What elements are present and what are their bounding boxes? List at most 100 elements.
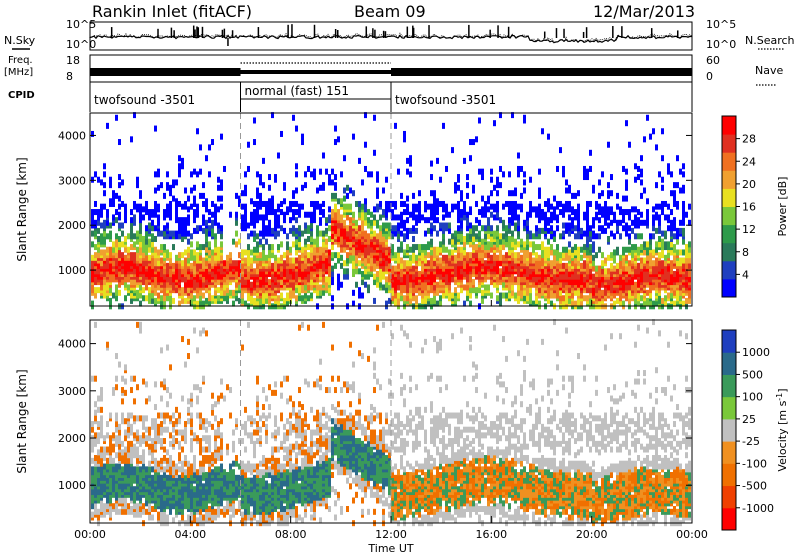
power-panel-cell <box>682 171 685 178</box>
power-panel-cell <box>682 238 685 245</box>
power-panel-cell <box>310 235 313 242</box>
power-panel-cell <box>601 268 604 275</box>
power-panel-cell <box>271 203 274 210</box>
power-panel-cell <box>646 254 649 261</box>
power-panel-cell <box>193 295 196 302</box>
power-panel-cell <box>325 281 328 288</box>
power-panel-cell <box>550 268 553 275</box>
power-panel-cell <box>616 219 619 226</box>
power-panel-cell <box>277 214 280 221</box>
power-panel-cell <box>370 257 373 264</box>
power-panel-cell <box>346 214 349 221</box>
power-panel-cell <box>541 209 544 216</box>
power-panel-cell <box>409 254 412 261</box>
power-panel-cell <box>121 200 124 207</box>
power-panel-cell <box>271 112 274 119</box>
power-panel-cell <box>220 233 223 240</box>
power-panel-cell <box>463 214 466 221</box>
power-panel-cell <box>445 287 448 294</box>
power-panel-cell <box>178 168 181 175</box>
power-panel-cell <box>409 155 412 162</box>
power-panel-cell <box>376 254 379 261</box>
power-panel-cell <box>157 249 160 256</box>
power-panel-cell <box>175 268 178 275</box>
power-panel-cell <box>307 265 310 272</box>
power-panel-cell <box>178 217 181 224</box>
power-panel-cell <box>166 262 169 269</box>
power-panel-cell <box>301 252 304 259</box>
power-panel-cell <box>304 171 307 178</box>
power-panel-cell <box>649 252 652 259</box>
power-panel-cell <box>508 235 511 242</box>
power-panel-cell <box>142 246 145 253</box>
power-panel-cell <box>682 249 685 256</box>
power-panel-cell <box>460 268 463 275</box>
power-panel-cell <box>115 114 118 121</box>
power-panel-cell <box>277 257 280 264</box>
power-panel-cell <box>412 252 415 259</box>
power-panel-cell <box>244 225 247 232</box>
power-panel-cell <box>490 225 493 232</box>
power-panel-cell <box>328 225 331 232</box>
power-panel-cell <box>616 192 619 199</box>
power-panel-cell <box>571 217 574 224</box>
power-panel-cell <box>118 139 121 146</box>
velocity-panel-cell <box>124 457 127 464</box>
power-panel-cell <box>367 222 370 229</box>
power-panel-cell <box>481 174 484 181</box>
power-panel-cell <box>262 244 265 251</box>
power-panel-cell <box>598 192 601 199</box>
power-panel-cell <box>622 225 625 232</box>
velocity-panel-cell <box>94 491 97 498</box>
power-panel-cell <box>457 292 460 299</box>
power-panel-cell <box>439 279 442 286</box>
velocity-panel-cell <box>106 463 109 470</box>
power-panel-cell <box>148 227 151 234</box>
power-panel-cell <box>202 244 205 251</box>
power-panel-cell <box>187 214 190 221</box>
power-panel-cell <box>109 297 112 304</box>
power-panel-cell <box>493 281 496 288</box>
power-panel-cell <box>403 209 406 216</box>
power-panel-cell <box>601 225 604 232</box>
power-panel-cell <box>139 203 142 210</box>
power-panel-cell <box>268 209 271 216</box>
power-panel-cell <box>211 295 214 302</box>
velocity-panel-cell <box>115 452 118 459</box>
power-panel-cell <box>406 260 409 267</box>
power-panel-cell <box>526 225 529 232</box>
power-panel-cell <box>466 182 469 189</box>
velocity-panel-cell <box>97 449 100 456</box>
power-panel-cell <box>364 141 367 148</box>
power-panel-cell <box>481 297 484 304</box>
power-panel-cell <box>535 230 538 237</box>
power-panel-cell <box>424 206 427 213</box>
power-panel-cell <box>196 203 199 210</box>
power-panel-cell <box>118 182 121 189</box>
power-panel-cell <box>478 219 481 226</box>
power-panel-cell <box>250 281 253 288</box>
power-panel-cell <box>412 235 415 242</box>
power-panel-cell <box>373 206 376 213</box>
velocity-panel-cell <box>133 398 136 405</box>
power-panel-cell <box>157 184 160 191</box>
power-panel-cell <box>256 192 259 199</box>
power-panel-cell <box>298 225 301 232</box>
power-panel-cell <box>589 235 592 242</box>
power-panel-cell <box>139 227 142 234</box>
cpid-segment-label: twofsound -3501 <box>94 93 195 107</box>
power-panel-cell <box>103 203 106 210</box>
power-panel-cell <box>454 203 457 210</box>
power-panel-cell <box>517 152 520 159</box>
power-panel-cell <box>256 287 259 294</box>
power-panel-cell <box>511 241 514 248</box>
power-panel-cell <box>646 289 649 296</box>
power-panel-cell <box>460 252 463 259</box>
power-panel-cell <box>517 219 520 226</box>
power-panel-cell <box>187 257 190 264</box>
power-panel-cell <box>367 284 370 291</box>
power-panel-cell <box>580 246 583 253</box>
power-panel-cell <box>499 233 502 240</box>
power-panel-cell <box>637 246 640 253</box>
power-panel-cell <box>523 171 526 178</box>
